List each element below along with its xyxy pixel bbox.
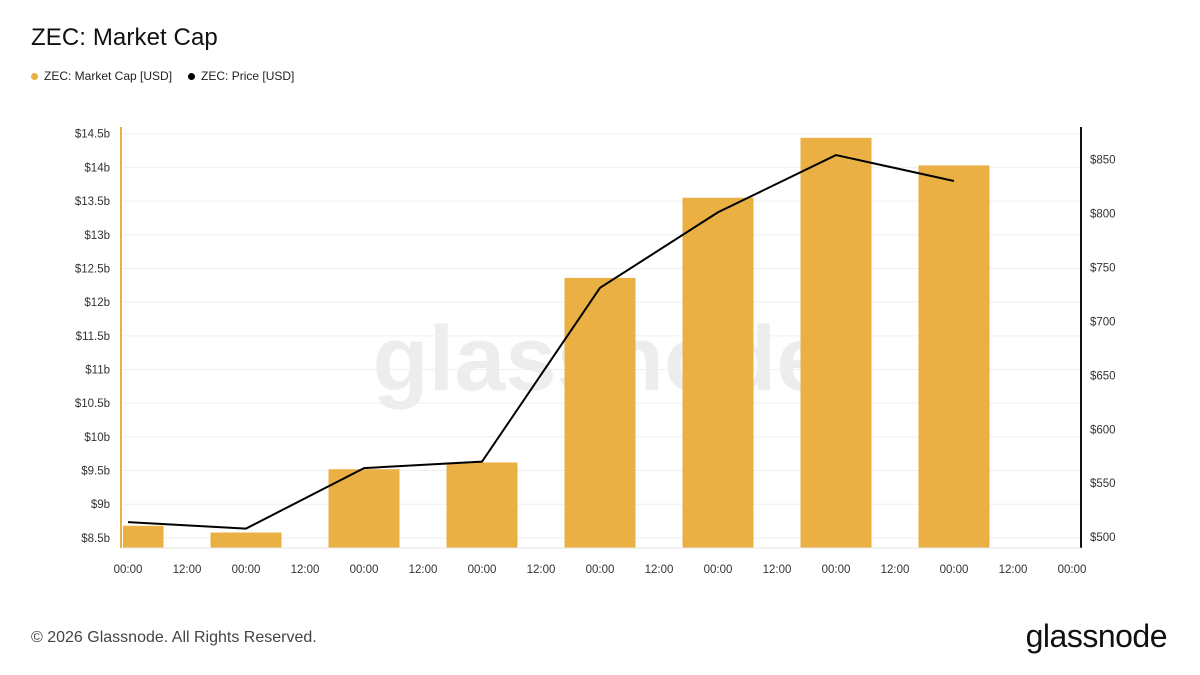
y-right-tick-label: $550 (1090, 478, 1116, 490)
legend-item-market-cap[interactable]: ZEC: Market Cap [USD] (31, 69, 172, 83)
y-right-tick-label: $800 (1090, 208, 1116, 220)
y-right-tick-label: $600 (1090, 424, 1116, 436)
x-tick-label: 12:00 (763, 564, 792, 576)
glassnode-logo[interactable]: glassnode (1025, 618, 1168, 654)
y-left-tick-label: $12b (84, 297, 110, 309)
chart-area: glassnode$8.5b$9b$9.5b$10b$10.5b$11b$11.… (75, 127, 1116, 576)
x-tick-label: 00:00 (704, 564, 733, 576)
market-cap-bar (123, 525, 164, 548)
market-cap-bar (682, 197, 754, 548)
y-right-tick-label: $500 (1090, 532, 1116, 544)
y-left-tick-label: $11b (85, 364, 110, 376)
y-left-tick-label: $9.5b (81, 466, 110, 478)
y-left-tick-label: $12.5b (75, 263, 110, 275)
x-tick-label: 00:00 (232, 564, 261, 576)
y-left-tick-label: $10.5b (75, 398, 110, 410)
y-left-tick-label: $14b (84, 162, 110, 174)
y-left-tick-label: $11.5b (76, 331, 110, 343)
x-tick-label: 12:00 (881, 564, 910, 576)
y-left-tick-label: $10b (84, 432, 110, 444)
x-tick-label: 00:00 (940, 564, 969, 576)
market-cap-bar (446, 462, 518, 548)
y-left-tick-label: $8.5b (81, 533, 110, 545)
legend-dot-price (188, 72, 196, 80)
x-tick-label: 12:00 (999, 564, 1028, 576)
x-tick-label: 00:00 (1058, 564, 1087, 576)
x-tick-label: 12:00 (291, 564, 320, 576)
y-left-tick-label: $13.5b (75, 196, 110, 208)
x-tick-label: 12:00 (409, 564, 438, 576)
price-line (127, 154, 955, 530)
legend-label-price: ZEC: Price [USD] (201, 69, 295, 83)
y-right-tick-label: $750 (1090, 262, 1116, 274)
x-tick-label: 12:00 (645, 564, 674, 576)
x-tick-label: 12:00 (527, 564, 556, 576)
x-tick-label: 00:00 (468, 564, 497, 576)
market-cap-bar (918, 165, 990, 548)
x-tick-label: 00:00 (350, 564, 379, 576)
legend-item-price[interactable]: ZEC: Price [USD] (188, 69, 294, 83)
copyright-footer: © 2026 Glassnode. All Rights Reserved. (31, 629, 317, 646)
y-left-tick-label: $9b (91, 499, 110, 511)
y-right-tick-label: $850 (1090, 154, 1116, 166)
legend: ZEC: Market Cap [USD] ZEC: Price [USD] (31, 69, 294, 83)
market-cap-bar (210, 532, 282, 548)
x-tick-label: 12:00 (173, 564, 202, 576)
x-tick-label: 00:00 (586, 564, 615, 576)
x-tick-label: 00:00 (114, 564, 143, 576)
x-tick-label: 00:00 (822, 564, 851, 576)
market-cap-bar (564, 277, 636, 548)
market-cap-bar (328, 469, 400, 548)
y-left-tick-label: $14.5b (75, 129, 110, 141)
y-left-tick-label: $13b (84, 230, 110, 242)
chart-title: ZEC: Market Cap (31, 24, 218, 51)
legend-dot-market-cap (31, 72, 38, 80)
y-right-tick-label: $700 (1090, 316, 1116, 328)
y-right-tick-label: $650 (1090, 370, 1116, 382)
market-cap-bar (800, 137, 872, 549)
legend-label-market-cap: ZEC: Market Cap [USD] (44, 69, 173, 83)
